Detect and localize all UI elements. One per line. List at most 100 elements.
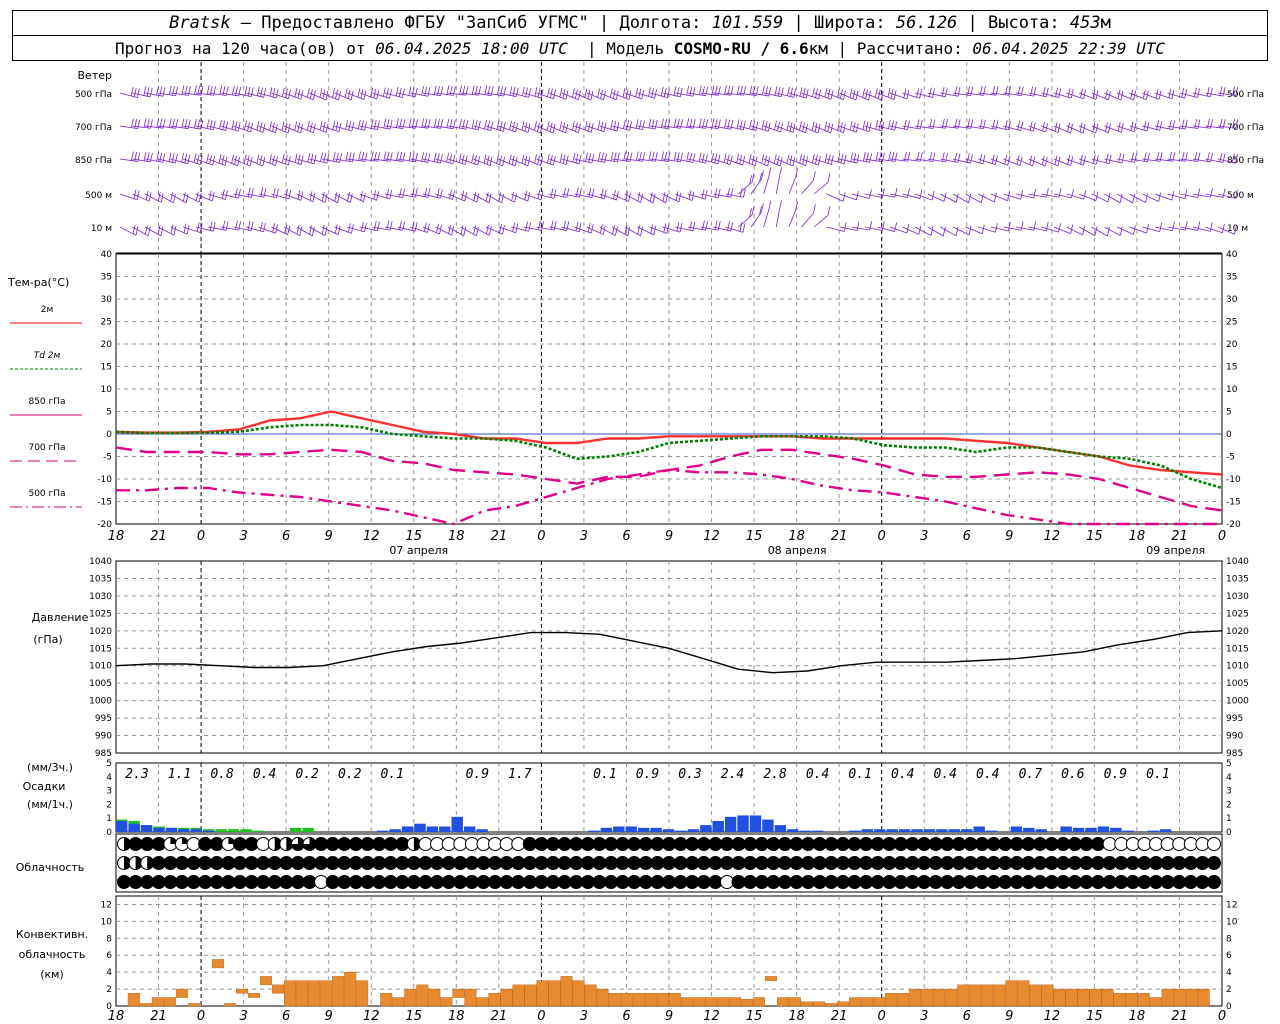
wind-barb-feather xyxy=(761,120,765,130)
wind-barb-feather xyxy=(247,187,251,197)
hour-tick-label: 0 xyxy=(197,529,205,544)
wind-barb-feather xyxy=(676,152,680,162)
wind-barb-feather xyxy=(194,85,197,95)
wind-barb-feather xyxy=(181,118,185,128)
cloud-cover-icon xyxy=(731,875,746,889)
temp-ytick-left: -15 xyxy=(97,498,112,508)
wind-barb-feather xyxy=(755,121,759,131)
wind-barb-feather xyxy=(627,226,631,237)
wind-barb-feather xyxy=(1158,192,1162,202)
wind-barb xyxy=(839,226,858,231)
wind-barb-feather xyxy=(427,223,430,233)
wind-barb-feather xyxy=(173,226,177,236)
wind-barb xyxy=(511,158,529,167)
cloud-cover-icon xyxy=(893,837,908,851)
wind-barb xyxy=(1142,125,1160,131)
cloud-cover-icon xyxy=(673,837,688,851)
wind-barb xyxy=(1192,226,1211,232)
wind-barb xyxy=(523,125,541,134)
wind-barb-feather xyxy=(281,153,285,164)
wind-barb-feather xyxy=(780,87,784,97)
cloud-cover-icon xyxy=(1137,875,1152,889)
wind-barb xyxy=(498,158,516,167)
wind-barb xyxy=(1217,226,1235,235)
wind-barb-feather xyxy=(812,171,816,181)
wind-barb-feather xyxy=(246,155,250,165)
cloud-cover-fill xyxy=(286,837,293,851)
wind-barb-feather xyxy=(566,221,570,231)
wind-barb-feather xyxy=(511,155,515,165)
wind-barb xyxy=(1003,158,1021,167)
legend-label: 2м xyxy=(41,305,54,315)
wind-barb xyxy=(195,226,214,232)
wind-barb-feather xyxy=(653,225,657,235)
wind-barb xyxy=(460,193,477,203)
wind-barb xyxy=(473,158,491,167)
wind-barb-feather xyxy=(485,192,489,202)
temp-ytick-right: 20 xyxy=(1226,340,1238,350)
cloud-cover-icon xyxy=(859,837,874,851)
cloud-cover-icon xyxy=(360,875,375,889)
cloud-cover-icon xyxy=(441,856,456,870)
lat-label: | Широта: xyxy=(783,13,896,33)
wind-barb xyxy=(220,158,238,167)
wind-barb-feather xyxy=(1042,86,1046,97)
wind-barb xyxy=(687,158,706,164)
wind-barb-feather xyxy=(588,187,592,198)
wind-barb xyxy=(826,226,845,232)
wind-barb-feather xyxy=(361,120,364,130)
precip-bar-rain xyxy=(140,825,153,832)
cloud-cover-icon xyxy=(847,856,862,870)
hour-tick-label: 6 xyxy=(622,529,630,544)
conv-bar xyxy=(308,980,321,1007)
cloud-cover-icon xyxy=(638,875,653,889)
wind-barb-feather xyxy=(553,221,557,231)
wind-barb-feather xyxy=(743,188,746,198)
cloud-cover-icon xyxy=(1183,856,1198,870)
wind-level-left: 850 гПа xyxy=(75,156,112,166)
hour-tick-label: 15 xyxy=(746,529,763,544)
wind-barb-feather xyxy=(383,151,387,161)
wind-barb xyxy=(599,226,616,236)
wind-barb-feather xyxy=(408,151,412,161)
wind-barb-feather xyxy=(231,120,235,130)
wind-barb xyxy=(1091,193,1109,203)
wind-barb xyxy=(1053,226,1071,234)
wind-barb-feather xyxy=(521,121,525,131)
cloud-cover-icon xyxy=(731,837,746,851)
precip-bar-rain xyxy=(1159,829,1172,832)
temp-ytick-left: 10 xyxy=(101,385,113,395)
conv-bar xyxy=(644,993,657,1007)
wind-barb-feather xyxy=(247,220,251,231)
wind-barb-feather xyxy=(294,153,298,163)
conv-bar xyxy=(356,980,369,1007)
precip-bar-rain xyxy=(153,827,165,832)
precip-bar-rain xyxy=(923,829,936,832)
pressure-ytick-right: 1005 xyxy=(1226,679,1249,689)
temp-ytick-left: -10 xyxy=(97,475,112,485)
legend-label: 850 гПа xyxy=(28,397,65,407)
conv-bar xyxy=(897,993,910,1007)
conv-bar xyxy=(428,988,441,1007)
wind-barb-feather xyxy=(602,225,606,235)
wind-barb-feather xyxy=(473,225,476,235)
cloud-cover-icon xyxy=(383,875,398,889)
wind-barb-feather xyxy=(623,151,627,161)
hour-tick-label: 12 xyxy=(1044,529,1061,544)
wind-barb-feather xyxy=(1058,88,1062,98)
wind-barb-feather xyxy=(882,152,885,162)
conv-bar xyxy=(885,993,898,1007)
cloud-cover-icon xyxy=(186,837,201,851)
wind-barb-feather xyxy=(465,120,469,130)
wind-barb xyxy=(536,158,554,166)
cloud-cover-icon xyxy=(592,875,607,889)
wind-barb-feather xyxy=(386,220,390,230)
hour-tick-label: 15 xyxy=(1086,529,1103,544)
wind-barb-feather xyxy=(907,188,910,198)
wind-barb xyxy=(902,92,920,99)
wind-barb xyxy=(119,92,138,99)
wind-barb-feather xyxy=(1108,154,1112,164)
wind-barb-feather xyxy=(849,88,853,98)
wind-barb-feather xyxy=(1222,153,1226,163)
cloud-cover-icon xyxy=(546,856,561,870)
